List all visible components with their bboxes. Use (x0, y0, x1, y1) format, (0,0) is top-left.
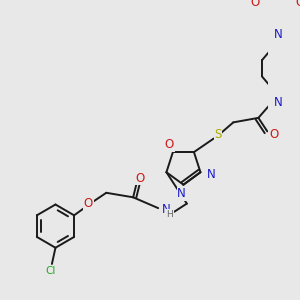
Text: N: N (177, 187, 186, 200)
Text: H: H (167, 210, 173, 219)
Text: Cl: Cl (45, 266, 55, 276)
Text: N: N (162, 203, 170, 216)
Text: O: O (165, 138, 174, 152)
Text: N: N (207, 167, 216, 181)
Text: O: O (269, 128, 278, 142)
Text: O: O (250, 0, 260, 9)
Text: O: O (295, 0, 300, 9)
Text: O: O (84, 197, 93, 210)
Text: S: S (214, 128, 222, 141)
Text: O: O (136, 172, 145, 185)
Text: N: N (274, 28, 282, 40)
Text: N: N (274, 96, 282, 109)
